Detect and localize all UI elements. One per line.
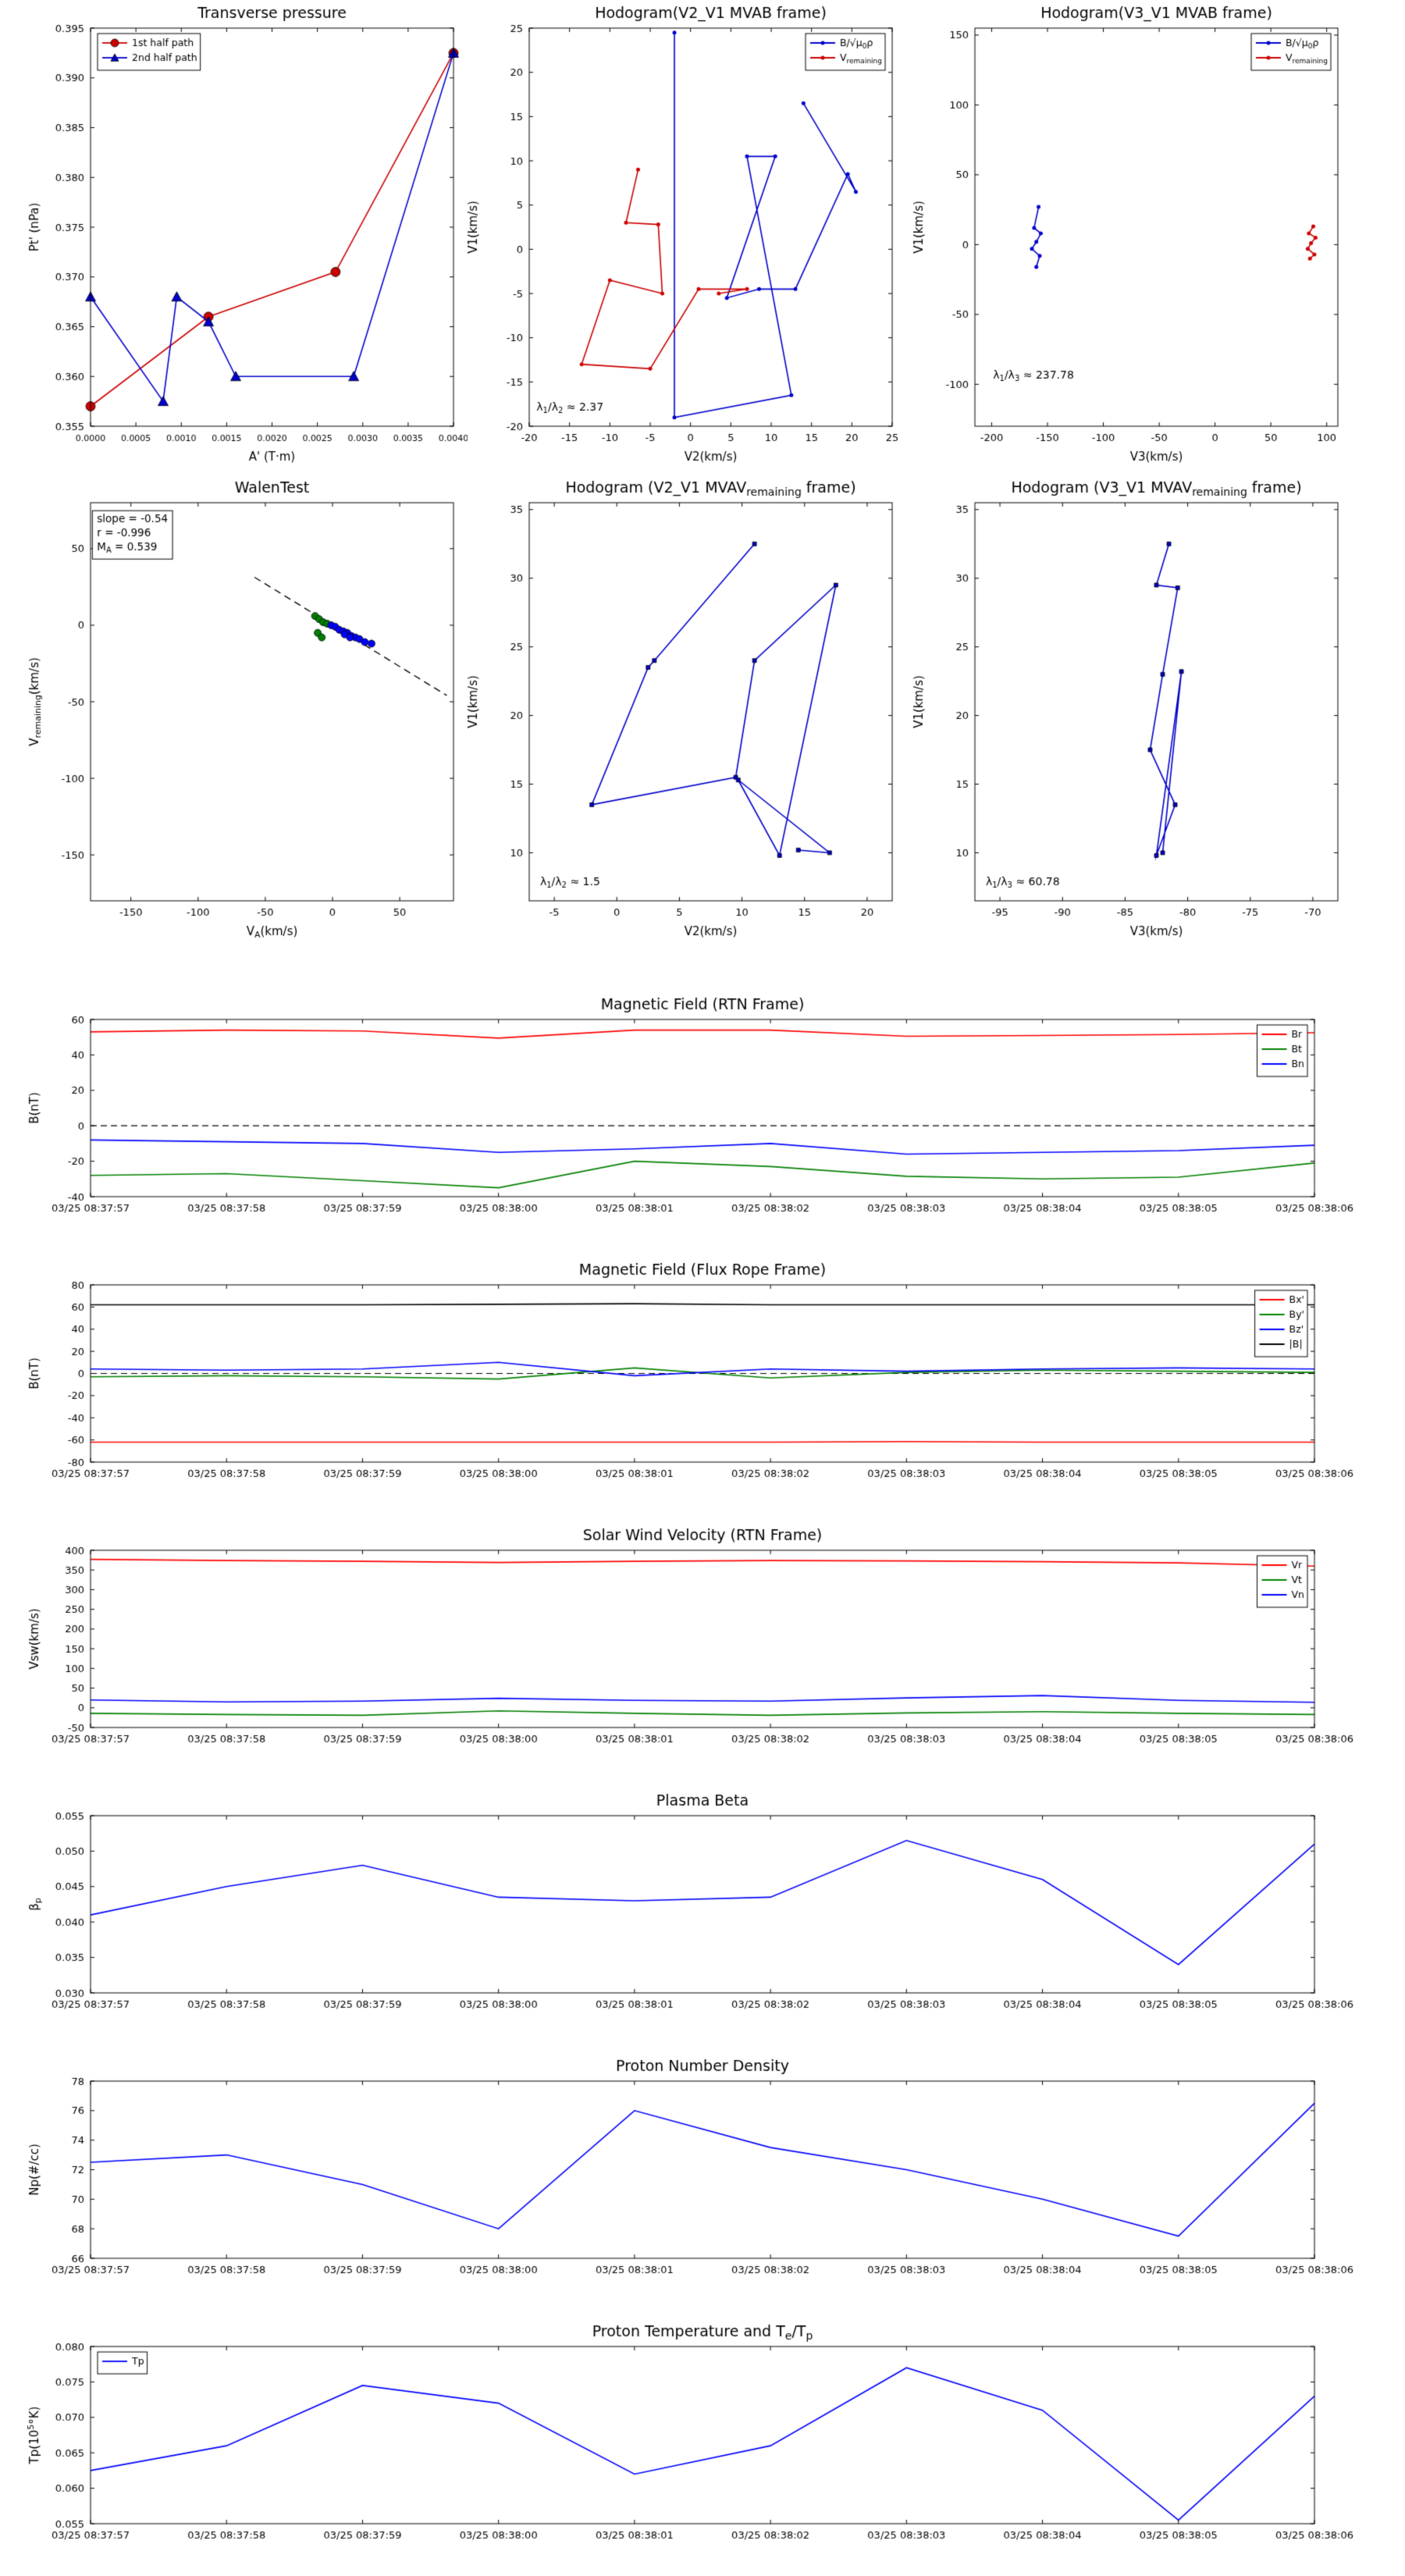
panel-hodogram-v3v1-mvab bbox=[901, 2, 1352, 476]
panel-proton-density bbox=[0, 2055, 1405, 2297]
panel-hodogram-v2v1-mvav bbox=[455, 476, 906, 951]
walen-test-chart-canvas bbox=[16, 476, 468, 951]
panel-bfield-fluxrope bbox=[0, 1258, 1405, 1501]
transverse-pressure-chart-canvas bbox=[16, 2, 468, 476]
panel-vsw-rtn bbox=[0, 1524, 1405, 1767]
proton-temperature-chart-canvas bbox=[0, 2320, 1405, 2563]
proton-density-chart-canvas bbox=[0, 2055, 1405, 2297]
plasma-beta-chart-canvas bbox=[0, 1789, 1405, 2032]
panel-walen-test bbox=[16, 476, 468, 951]
hodogram-v3v1-mvav-chart-canvas bbox=[901, 476, 1352, 951]
bfield-fluxrope-chart-canvas bbox=[0, 1258, 1405, 1501]
panel-bfield-rtn bbox=[0, 993, 1405, 1236]
panel-proton-temperature bbox=[0, 2320, 1405, 2563]
bfield-rtn-chart-canvas bbox=[0, 993, 1405, 1236]
hodogram-v2v1-mvab-chart-canvas bbox=[455, 2, 906, 476]
panel-plasma-beta bbox=[0, 1789, 1405, 2032]
panel-hodogram-v2v1-mvab bbox=[455, 2, 906, 476]
hodogram-v3v1-mvab-chart-canvas bbox=[901, 2, 1352, 476]
vsw-rtn-chart-canvas bbox=[0, 1524, 1405, 1767]
panel-hodogram-v3v1-mvav bbox=[901, 476, 1352, 951]
panel-transverse-pressure bbox=[16, 2, 468, 476]
hodogram-v2v1-mvav-chart-canvas bbox=[455, 476, 906, 951]
